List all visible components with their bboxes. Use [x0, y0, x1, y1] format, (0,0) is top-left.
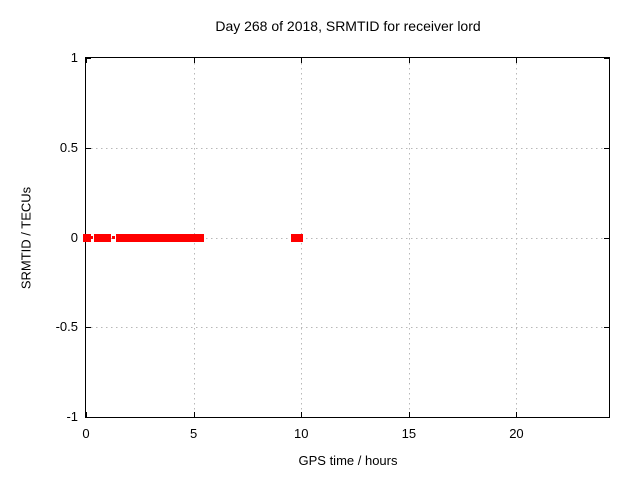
x-tick-mark: [193, 412, 195, 417]
y-tick-mark: [86, 327, 91, 329]
x-tick-mark: [193, 58, 195, 63]
y-tick-label: 1: [70, 50, 78, 65]
x-tick-mark: [408, 58, 410, 63]
y-tick-label: 0.5: [59, 139, 78, 155]
y-tick-mark: [604, 58, 609, 59]
data-point-segment: [94, 233, 103, 242]
chart-title: Day 268 of 2018, SRMTID for receiver lor…: [215, 18, 481, 34]
y-tick-label: 0: [70, 229, 78, 245]
x-axis-label: GPS time / hours: [298, 453, 398, 468]
x-tick-label: 10: [293, 426, 309, 441]
x-tick-label: 0: [82, 426, 90, 441]
x-tick-mark: [86, 58, 87, 63]
x-tick-mark: [86, 412, 87, 417]
y-tick-label: -1: [66, 409, 78, 424]
y-gridline: [86, 147, 609, 149]
x-tick-label: 5: [189, 426, 198, 441]
x-tick-mark: [301, 412, 303, 417]
y-tick-mark: [86, 58, 91, 59]
data-point-segment: [102, 233, 112, 242]
y-tick-mark: [86, 147, 91, 149]
data-point-segment: [200, 236, 204, 239]
x-tick-mark: [301, 58, 303, 63]
x-tick-mark: [516, 412, 518, 417]
data-point-segment: [82, 233, 91, 242]
data-point-segment: [291, 233, 303, 242]
y-tick-label: -0.5: [55, 319, 78, 335]
y-tick-mark: [604, 237, 609, 239]
y-tick-mark: [86, 417, 91, 418]
x-tick-mark: [408, 412, 410, 417]
data-point-segment: [112, 236, 115, 239]
x-tick-mark: [516, 58, 518, 63]
x-tick-label: 20: [509, 426, 524, 441]
data-point-segment: [89, 236, 93, 239]
y-gridline: [86, 237, 609, 239]
data-point-segment: [115, 233, 204, 242]
y-tick-mark: [604, 147, 609, 149]
x-tick-label: 15: [401, 426, 417, 441]
plot-area: [82, 57, 610, 418]
y-tick-mark: [604, 327, 609, 329]
y-tick-mark: [604, 417, 609, 418]
y-gridline: [86, 327, 609, 329]
